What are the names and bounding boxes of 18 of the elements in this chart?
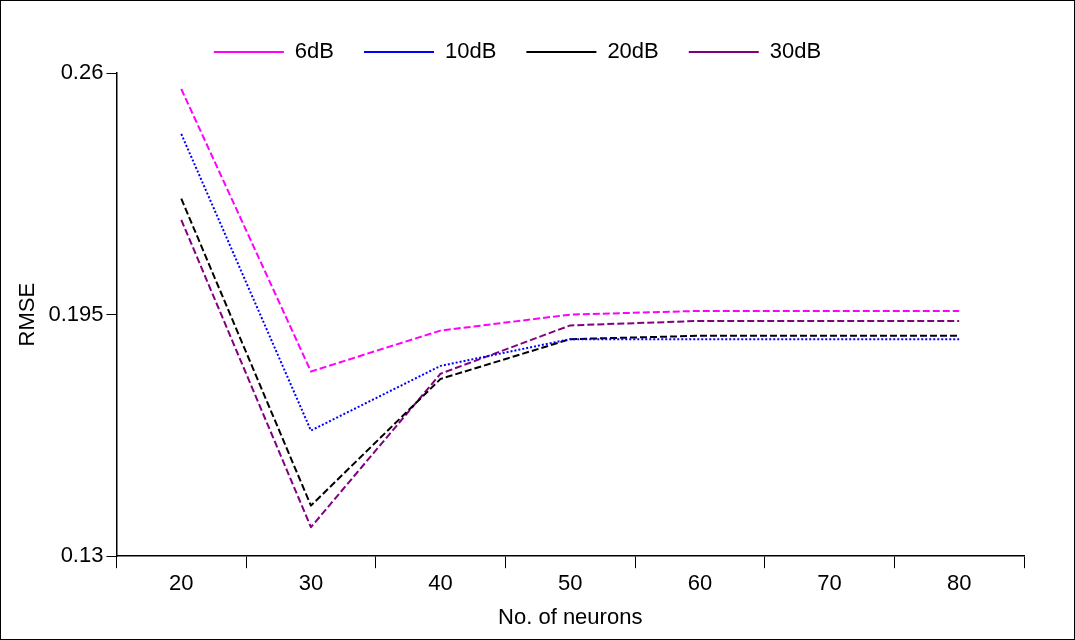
x-tick-label: 50: [557, 570, 583, 596]
x-tick-label: 30: [298, 570, 324, 596]
y-tick-label: 0.195: [48, 300, 104, 326]
legend-label: 10dB: [445, 38, 497, 64]
legend-label: 20dB: [607, 38, 659, 64]
y-tick-label: 0.13: [60, 542, 104, 568]
legend-label: 30dB: [769, 38, 822, 64]
x-tick-label: 80: [946, 570, 972, 596]
x-tick-label: 40: [428, 570, 453, 596]
y-axis-title: RMSE: [14, 282, 40, 347]
line-series: [180, 132, 961, 432]
y-tick-label: 0.26: [60, 59, 104, 85]
x-tick-label: 20: [169, 570, 194, 596]
x-tick-label: 60: [687, 570, 713, 596]
legend-label: 6dB: [294, 38, 335, 64]
x-tick-label: 70: [817, 570, 842, 596]
line-series: [180, 87, 961, 373]
x-axis-title: No. of neurons: [498, 603, 643, 629]
